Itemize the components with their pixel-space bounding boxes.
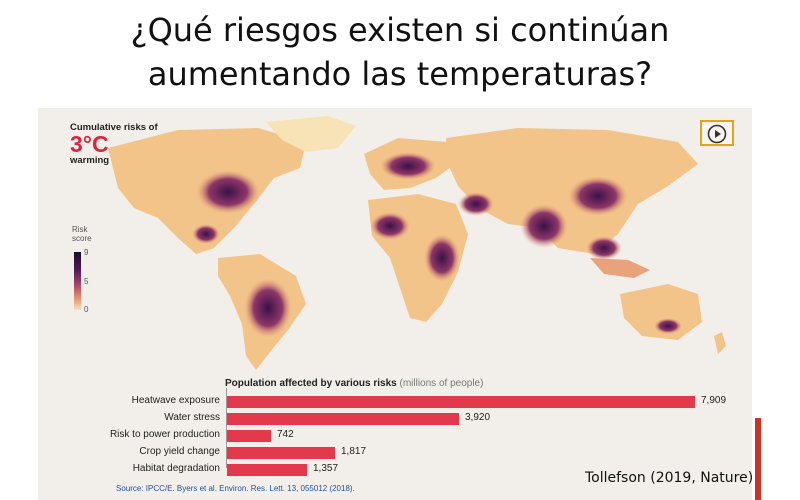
bar-fill (227, 413, 459, 425)
risk-legend-title: Risk score (72, 225, 92, 243)
hotspot-europe (380, 152, 436, 180)
map-heading-sub: warming (70, 155, 110, 166)
risk-legend-title-line-1: Risk (72, 225, 88, 234)
bar-fill (227, 396, 695, 408)
play-icon (707, 124, 727, 144)
bar-value-label: 3,920 (465, 412, 491, 423)
bar-chart-title-text: Population affected by various risks (225, 378, 397, 389)
bar-row: Water stress 3,920 (38, 411, 752, 427)
world-map-graphic (108, 116, 726, 370)
slide-title: ¿Qué riesgos existen si continúan aument… (0, 8, 800, 96)
bar-label: Heatwave exposure (131, 395, 220, 406)
source-note: Source: IPCC/E. Byers et al. Environ. Re… (116, 484, 355, 493)
bar-fill (227, 430, 271, 442)
citation: Tollefson (2019, Nature) (585, 470, 754, 486)
infographic-panel: Cumulative risks of 3°C warming Risk sco… (38, 108, 752, 500)
hotspot-west-africa (370, 212, 410, 240)
bar-fill (227, 464, 307, 476)
map-temperature: 3°C (70, 131, 109, 157)
bar-value-label: 1,817 (341, 446, 367, 457)
bar-label: Habitat degradation (132, 463, 220, 474)
new-zealand-landmass (714, 332, 726, 354)
southeast-asia-islands (590, 258, 650, 278)
bar-value-label: 742 (277, 429, 294, 440)
hotspot-southeast-asia (586, 236, 622, 260)
risk-tick-mid: 5 (84, 277, 89, 286)
slide-edge-decoration (755, 418, 761, 500)
slide-title-line-1: ¿Qué riesgos existen si continúan (130, 11, 670, 49)
hotspot-india (520, 204, 568, 248)
bar-fill (227, 447, 335, 459)
bar-value-label: 1,357 (313, 463, 339, 474)
bar-row: Risk to power production 742 (38, 428, 752, 444)
bar-chart-axis (226, 388, 227, 468)
bar-label: Crop yield change (139, 446, 220, 457)
map-heading: Cumulative risks of (70, 122, 158, 133)
risk-color-scale (74, 252, 81, 310)
play-button[interactable] (700, 120, 734, 146)
hotspot-china (568, 176, 628, 216)
hotspot-east-africa (424, 234, 460, 282)
hotspot-australia (654, 318, 682, 334)
greenland-landmass (266, 116, 356, 152)
risk-tick-high: 9 (84, 248, 89, 257)
bar-row: Crop yield change 1,817 (38, 445, 752, 461)
hotspot-south-america (244, 278, 292, 338)
bar-chart-title: Population affected by various risks (mi… (225, 378, 483, 389)
bar-label: Water stress (164, 412, 220, 423)
hotspot-north-america (196, 170, 260, 214)
risk-tick-low: 0 (84, 305, 89, 314)
hotspot-middle-east (458, 192, 494, 216)
bar-row: Habitat degradation 1,357 (38, 462, 752, 478)
hotspot-central-america (192, 224, 220, 244)
bar-label: Risk to power production (109, 429, 220, 440)
bar-value-label: 7,909 (701, 395, 727, 406)
bar-chart-unit: (millions of people) (399, 378, 484, 389)
bar-row: Heatwave exposure 7,909 (38, 394, 752, 410)
world-risk-map: Cumulative risks of 3°C warming Risk sco… (38, 108, 752, 376)
risk-legend-title-line-2: score (72, 234, 92, 243)
slide-title-line-2: aumentando las temperaturas? (147, 55, 653, 93)
